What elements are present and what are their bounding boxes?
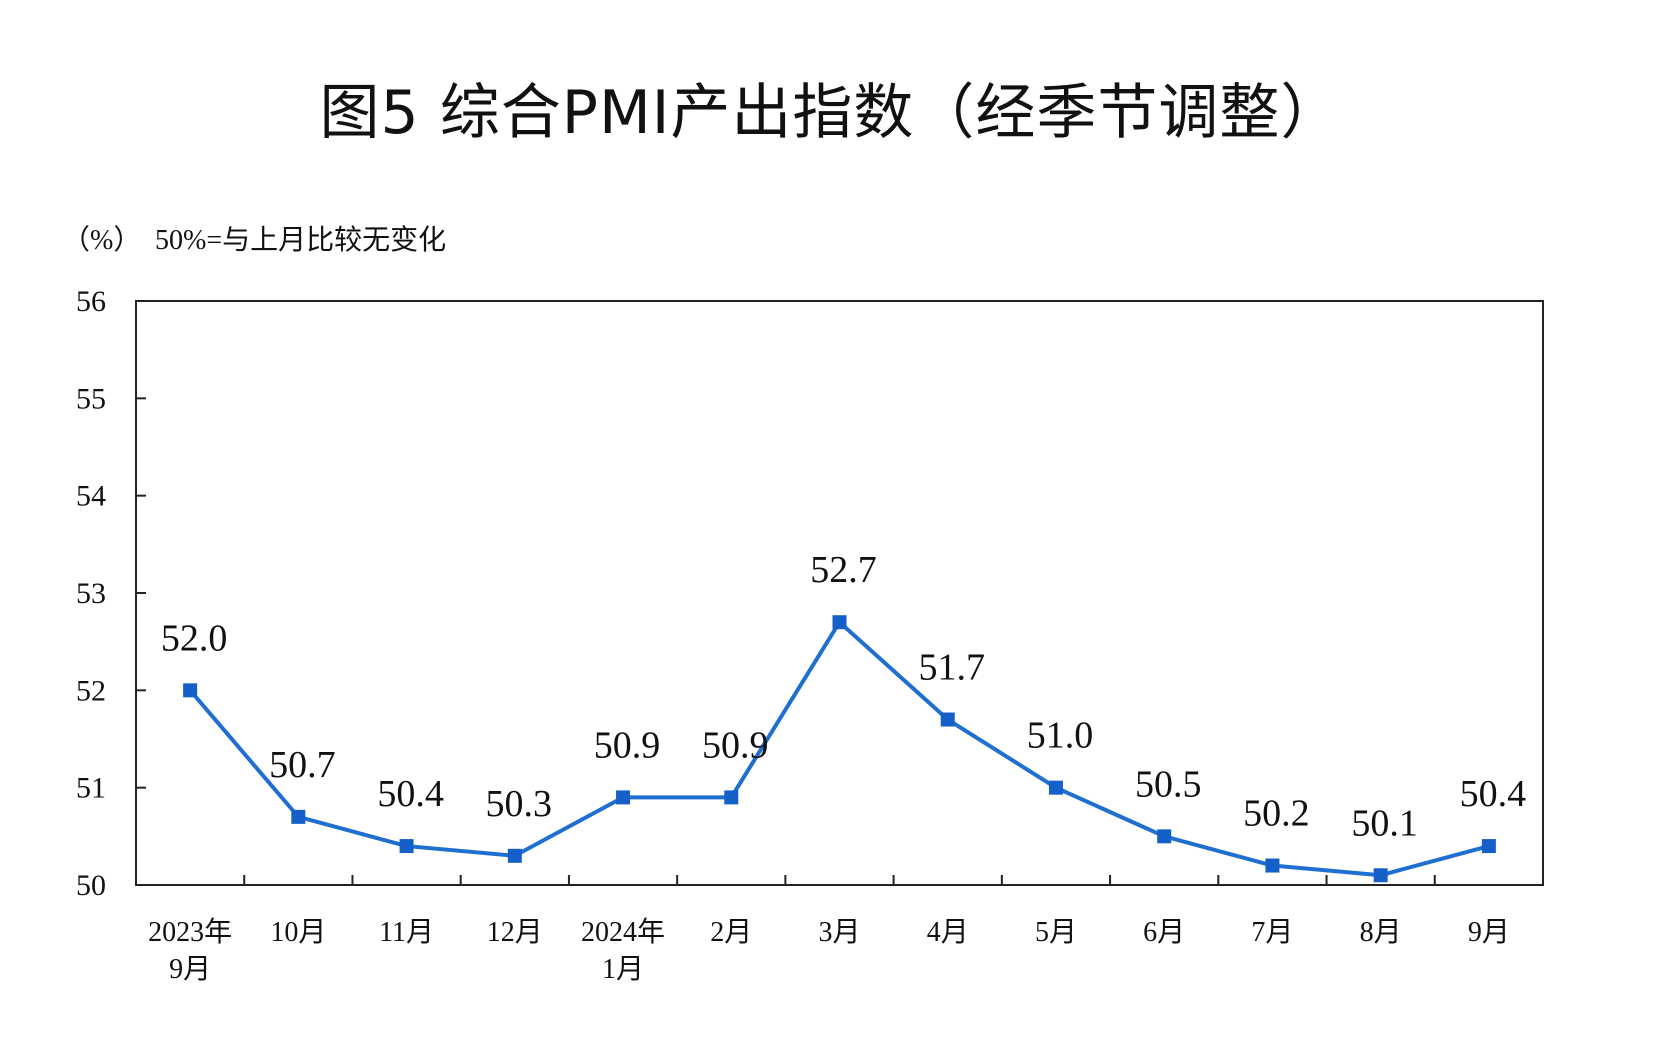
y-tick-label: 51 — [76, 772, 106, 805]
y-tick-label: 56 — [76, 285, 106, 318]
data-point-marker — [1048, 780, 1063, 795]
data-point-marker — [616, 790, 631, 805]
data-point-marker — [1481, 839, 1496, 854]
x-tick-label: 12月 — [487, 917, 543, 948]
data-label: 52.0 — [161, 617, 228, 659]
data-label: 50.9 — [594, 724, 661, 766]
plot-frame — [135, 300, 1544, 886]
data-label: 50.2 — [1243, 793, 1310, 835]
data-point-marker — [291, 809, 306, 824]
data-label: 50.5 — [1135, 763, 1202, 805]
series-line-group — [183, 615, 1496, 883]
chart-title: 图5 综合PMI产出指数（经季节调整） — [319, 78, 1342, 148]
x-tick-label: 6月 — [1143, 917, 1185, 948]
y-tick-label: 55 — [76, 382, 106, 415]
x-tick-label: 8月 — [1360, 917, 1402, 948]
y-axis: 50 51 52 53 54 55 56 — [76, 285, 146, 902]
data-label: 51.7 — [918, 647, 985, 689]
data-label: 50.7 — [269, 744, 336, 786]
x-tick-label: 1月 — [602, 954, 644, 985]
data-label: 51.0 — [1027, 715, 1094, 757]
x-tick-label: 10月 — [270, 917, 326, 948]
x-tick-label: 7月 — [1251, 917, 1293, 948]
y-unit-label: （%） — [62, 224, 141, 256]
data-point-marker — [1265, 858, 1280, 873]
data-point-marker — [399, 839, 414, 854]
data-point-marker — [1157, 829, 1172, 844]
x-tick-label: 9月 — [169, 954, 211, 985]
data-label: 50.4 — [1460, 773, 1527, 815]
y-tick-label: 54 — [76, 480, 106, 513]
x-tick-label: 11月 — [379, 917, 434, 948]
series-line — [188, 620, 1490, 878]
data-point-marker — [183, 683, 198, 698]
data-point-marker — [1373, 868, 1388, 883]
plot-border — [135, 300, 1544, 886]
y-tick-label: 52 — [76, 674, 106, 707]
x-tick-label: 5月 — [1035, 917, 1077, 948]
data-labels: 52.0 50.7 50.4 50.3 50.9 50.9 52.7 51.7 51.0 50.5… — [161, 549, 1526, 844]
y-tick-label: 50 — [76, 869, 106, 902]
data-label: 50.1 — [1351, 802, 1418, 844]
x-tick-label: 2024年 — [581, 916, 665, 948]
y-tick-label: 53 — [76, 577, 106, 610]
data-point-marker — [940, 712, 955, 727]
x-tick-label: 2023年 — [148, 916, 232, 948]
x-tick-label: 3月 — [818, 917, 860, 948]
x-tick-label: 9月 — [1468, 917, 1510, 948]
data-point-marker — [724, 790, 739, 805]
data-label: 50.3 — [486, 783, 553, 825]
data-label: 52.7 — [810, 549, 877, 591]
data-point-marker — [832, 615, 847, 630]
data-label: 50.9 — [702, 724, 769, 766]
x-axis: 2023年 9月 10月 11月 12月 2024年 1月 2月 3月 4月 5月 6月 7月 8月 9月 — [148, 875, 1510, 985]
x-tick-label: 2月 — [710, 917, 752, 948]
baseline-note: 50%=与上月比较无变化 — [155, 224, 446, 256]
data-label: 50.4 — [377, 773, 444, 815]
data-point-marker — [507, 848, 522, 863]
x-tick-label: 4月 — [927, 917, 969, 948]
